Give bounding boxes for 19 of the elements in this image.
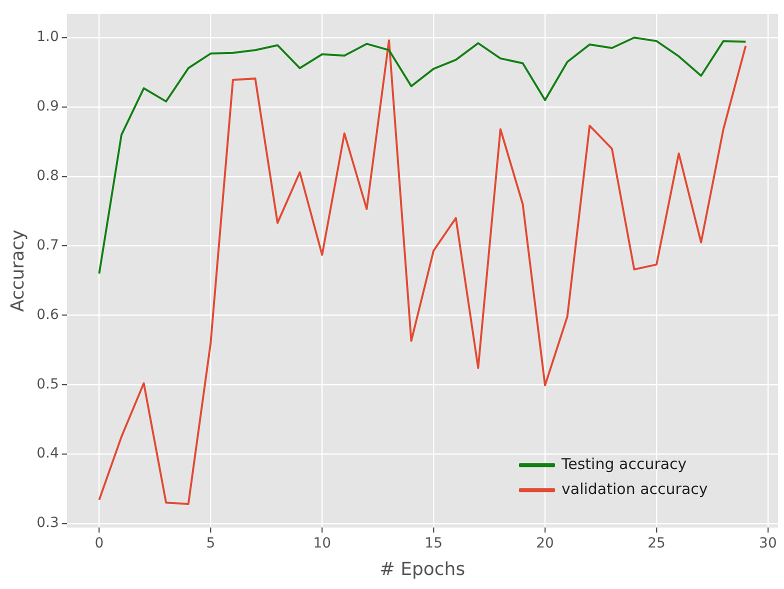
y-tick-label: 0.3 [36, 515, 59, 532]
x-tick-label: 25 [648, 536, 666, 552]
y-tick-label: 0.8 [36, 168, 59, 184]
x-tick-label: 0 [94, 536, 104, 552]
y-tick-label: 0.7 [36, 237, 59, 254]
x-tick-label: 10 [313, 536, 332, 552]
x-tick-label: 20 [536, 536, 554, 552]
x-tick-label: 30 [759, 536, 777, 552]
legend-label: validation accuracy [562, 480, 708, 498]
y-tick-label: 0.4 [36, 446, 59, 462]
y-tick-label: 0.9 [36, 98, 59, 115]
x-axis-title: # Epochs [380, 558, 466, 580]
legend-label: Testing accuracy [560, 454, 687, 473]
y-tick-label: 0.5 [36, 376, 59, 392]
x-tick-label: 5 [206, 536, 216, 552]
y-tick-label: 1.0 [36, 29, 59, 46]
x-tick-label: 15 [424, 536, 442, 552]
y-tick-label: 0.6 [36, 306, 59, 323]
y-axis-title: Accuracy [7, 229, 28, 312]
